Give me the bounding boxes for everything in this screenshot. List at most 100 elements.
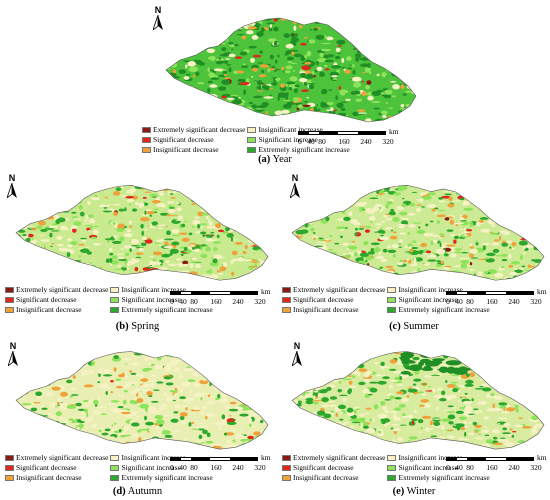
trend-patch [369,353,376,357]
trend-patch [306,351,311,354]
trend-patch [257,90,264,92]
trend-patch [406,116,414,118]
trend-patch [392,439,395,441]
trend-patch [327,373,331,378]
trend-patch [465,250,468,253]
trend-patch [139,217,150,222]
legend-swatch [5,464,14,471]
trend-patch [275,77,281,82]
trend-patch [232,25,238,27]
trend-patch [535,233,544,238]
trend-patch [18,224,24,228]
trend-patch [166,31,170,34]
trend-patch [382,115,387,118]
trend-patch [52,349,58,351]
trend-patch [212,106,215,110]
trend-patch [63,420,73,423]
trend-patch [287,61,293,64]
trend-patch [362,388,370,394]
trend-patch [484,425,488,428]
trend-patch [476,410,479,414]
trend-patch [34,187,43,189]
trend-patch [436,446,445,450]
trend-patch [373,439,379,441]
trend-patch [478,219,485,224]
trend-patch [507,366,516,369]
trend-patch [469,372,475,378]
trend-patch [29,185,39,190]
trend-patch [515,188,521,192]
trend-patch [296,372,303,376]
scale-bar-tick: 320 [254,297,266,306]
trend-patch [430,253,433,258]
trend-patch [492,403,495,409]
trend-patch [83,384,94,388]
trend-patch [392,413,397,420]
trend-patch [135,256,142,259]
trend-patch [323,413,332,419]
trend-patch [510,387,513,391]
trend-patch [379,236,390,241]
trend-patch [191,190,198,194]
trend-patch [258,273,268,278]
trend-patch [296,185,304,186]
trend-patch [370,247,374,252]
trend-patch [469,243,473,247]
trend-patch [536,353,544,356]
trend-patch [219,206,227,210]
trend-patch [267,38,277,43]
trend-patch [459,358,463,362]
legend-label: Significant decrease [16,463,77,472]
trend-patch [532,377,541,379]
trend-patch [402,23,406,29]
trend-patch [379,266,384,269]
trend-patch [539,243,543,249]
trend-patch [175,117,186,122]
trend-patch [330,367,334,371]
trend-patch [472,408,479,411]
trend-patch [29,196,35,199]
trend-patch [358,257,363,261]
trend-patch [150,374,157,378]
trend-patch [21,244,24,247]
trend-patch [429,445,439,450]
trend-patch [407,40,413,43]
trend-patch [392,253,396,258]
trend-patch [381,422,386,425]
trend-patch [228,408,239,412]
trend-patch [511,434,515,438]
trend-patch [299,365,308,370]
trend-patch [174,76,180,79]
trend-patch [534,388,539,393]
trend-patch [56,243,64,247]
trend-patch [316,61,319,66]
trend-patch [465,379,474,385]
trend-patch [446,411,455,413]
trend-patch [174,404,181,409]
trend-patch [25,374,29,378]
trend-patch [295,218,303,224]
trend-patch [384,399,392,401]
trend-patch [255,108,265,110]
trend-patch [42,428,46,434]
trend-patch [407,77,411,82]
trend-patch [252,437,261,442]
trend-patch [341,66,346,69]
trend-patch [499,372,502,375]
trend-patch [395,58,400,64]
trend-patch [16,378,17,380]
trend-patch [438,233,445,236]
trend-patch [147,363,152,366]
trend-patch [37,372,45,378]
trend-patch [316,361,321,365]
trend-patch [411,418,418,422]
trend-patch [65,203,71,207]
trend-patch [297,19,300,23]
trend-patch [444,394,448,398]
trend-patch [149,379,158,383]
trend-patch [417,419,424,424]
trend-patch [199,379,209,385]
trend-patch [487,360,491,366]
trend-patch [513,268,518,270]
trend-patch [365,407,372,410]
